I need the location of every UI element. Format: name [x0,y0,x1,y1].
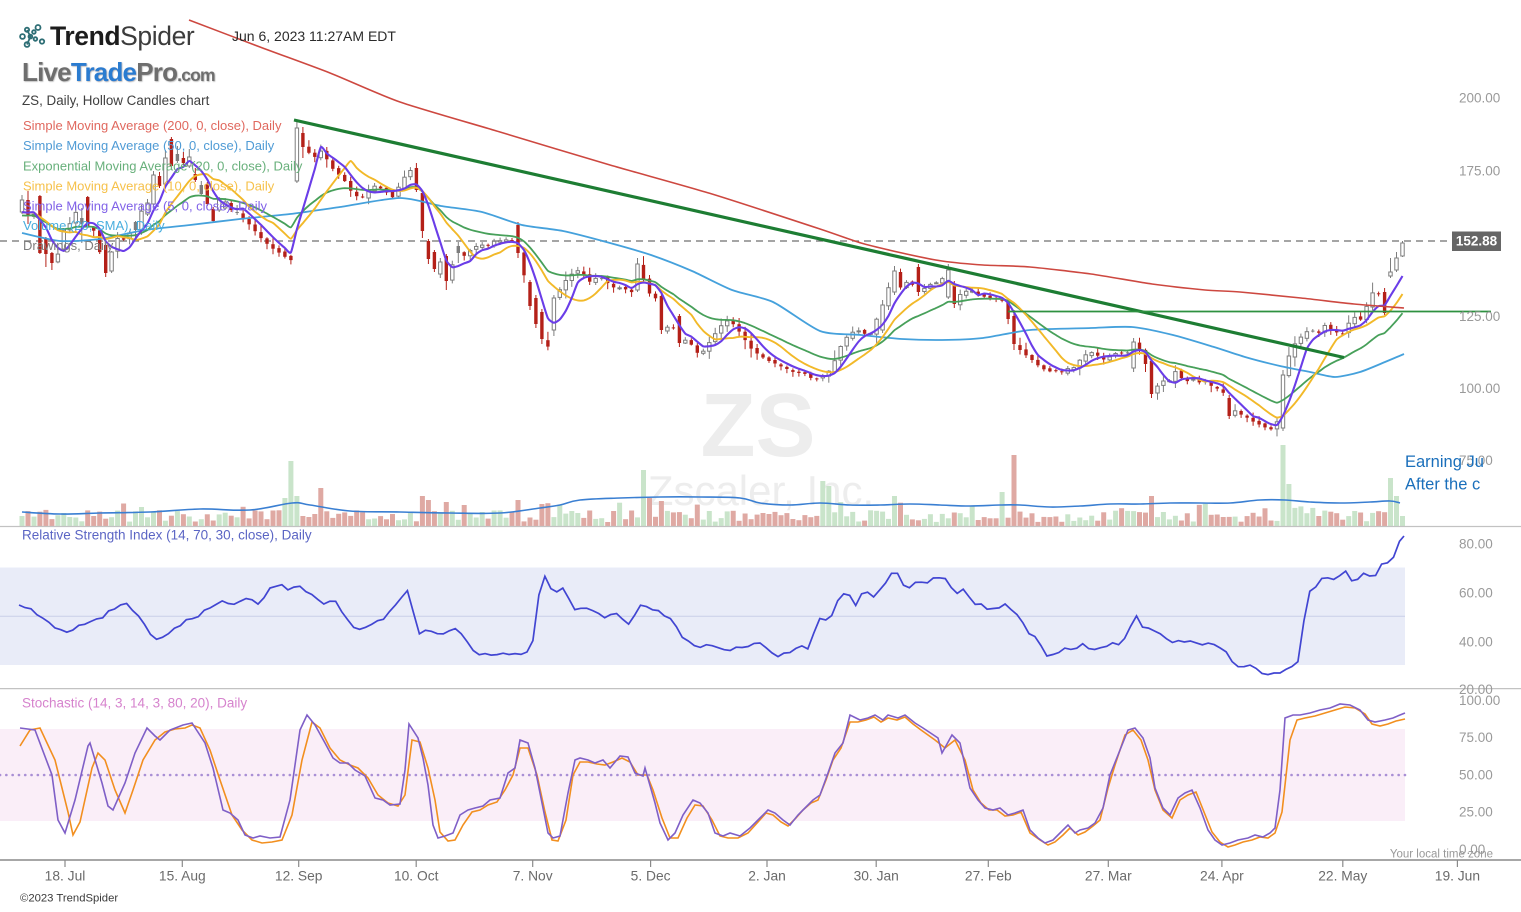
svg-text:20.00: 20.00 [1459,682,1493,697]
svg-text:Exponential Moving Average (20: Exponential Moving Average (20, 0, close… [23,158,303,173]
svg-text:125.00: 125.00 [1459,309,1500,324]
svg-text:TrendSpider: TrendSpider [50,21,195,51]
svg-text:2. Jan: 2. Jan [748,869,786,884]
svg-text:Zscaler, Inc.: Zscaler, Inc. [648,467,874,514]
svg-text:Your local time zone: Your local time zone [1390,849,1493,861]
svg-text:Earning Ju: Earning Ju [1405,453,1484,471]
svg-text:75.00: 75.00 [1459,730,1493,745]
svg-text:200.00: 200.00 [1459,90,1500,105]
svg-text:175.00: 175.00 [1459,163,1500,178]
svg-text:100.00: 100.00 [1459,693,1500,708]
svg-text:Relative Strength Index (14, 7: Relative Strength Index (14, 70, 30, clo… [22,528,312,543]
svg-text:After the c: After the c [1405,476,1480,494]
svg-text:22. May: 22. May [1318,869,1367,884]
svg-text:27. Mar: 27. Mar [1085,869,1132,884]
svg-text:Drawings, Daily: Drawings, Daily [23,238,114,253]
svg-text:7. Nov: 7. Nov [513,869,553,884]
svg-text:80.00: 80.00 [1459,537,1493,552]
svg-text:Stochastic (14, 3, 14, 3, 80,: Stochastic (14, 3, 14, 3, 80, 20), Daily [22,696,247,711]
svg-text:75.00: 75.00 [1459,453,1493,468]
svg-text:152.88: 152.88 [1456,234,1498,249]
svg-text:Simple Moving Average (5, 0, c: Simple Moving Average (5, 0, close), Dai… [23,198,267,213]
svg-text:12. Sep: 12. Sep [275,869,323,884]
svg-text:40.00: 40.00 [1459,635,1493,650]
svg-text:Simple Moving Average (200, 0,: Simple Moving Average (200, 0, close), D… [23,118,282,133]
svg-text:ZS, Daily, Hollow Candles char: ZS, Daily, Hollow Candles chart [22,93,210,108]
svg-text:Volume (20, SMA), Daily: Volume (20, SMA), Daily [23,218,165,233]
svg-text:5. Dec: 5. Dec [631,869,671,884]
svg-text:Jun 6, 2023 11:27AM EDT: Jun 6, 2023 11:27AM EDT [232,28,396,44]
svg-text:24. Apr: 24. Apr [1200,869,1244,884]
svg-text:©2023 TrendSpider: ©2023 TrendSpider [20,893,118,905]
svg-text:60.00: 60.00 [1459,586,1493,601]
svg-text:LiveTradePro.com: LiveTradePro.com [22,57,215,87]
svg-text:19. Jun: 19. Jun [1435,869,1480,884]
svg-text:10. Oct: 10. Oct [394,869,439,884]
svg-text:25.00: 25.00 [1459,805,1493,820]
svg-text:30. Jan: 30. Jan [854,869,899,884]
svg-text:18. Jul: 18. Jul [45,869,86,884]
svg-text:15. Aug: 15. Aug [159,869,206,884]
svg-text:Simple Moving Average (10, 0,: Simple Moving Average (10, 0, close), Da… [23,179,275,194]
svg-text:50.00: 50.00 [1459,767,1493,782]
svg-text:27. Feb: 27. Feb [965,869,1012,884]
svg-text:Simple Moving Average (50, 0,: Simple Moving Average (50, 0, close), Da… [23,138,275,153]
svg-text:100.00: 100.00 [1459,381,1500,396]
svg-text:0.00: 0.00 [1459,842,1485,857]
svg-text:ZS: ZS [700,376,815,476]
